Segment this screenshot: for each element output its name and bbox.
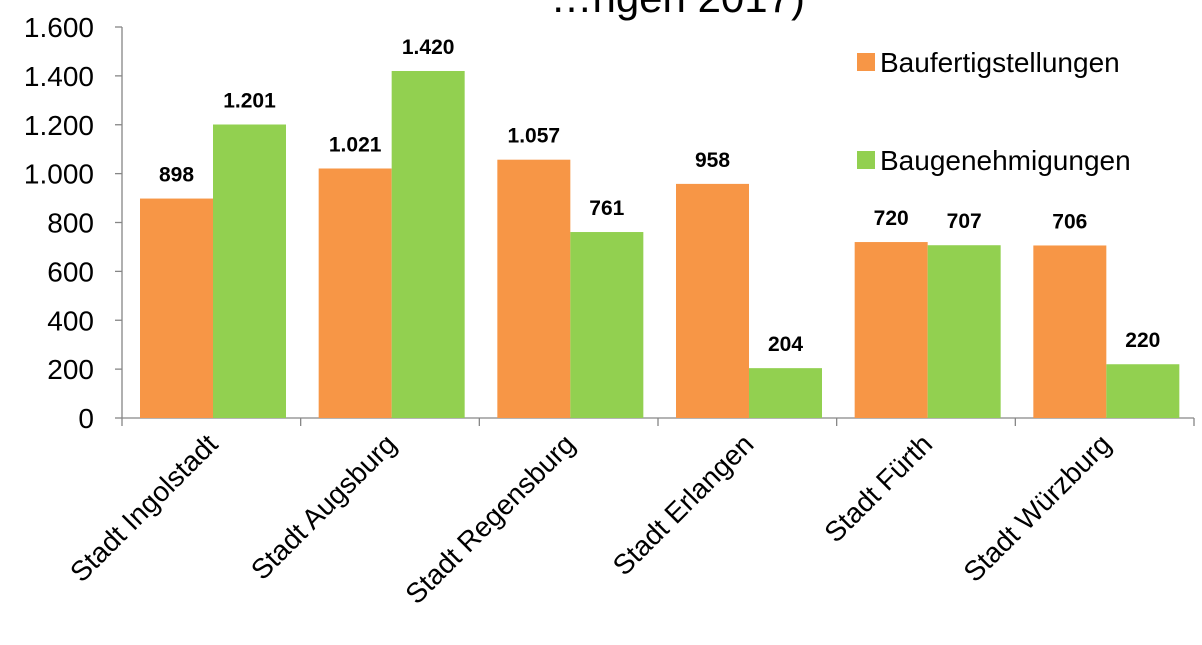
y-tick-label: 1.000: [24, 159, 94, 190]
y-tick-label: 600: [47, 256, 94, 287]
bar: [570, 232, 644, 418]
data-label: 898: [159, 164, 194, 187]
data-label: 958: [695, 149, 730, 172]
legend-label: Baufertigstellungen: [880, 47, 1120, 78]
y-tick-label: 800: [47, 208, 94, 239]
data-label: 1.201: [223, 90, 276, 113]
data-label: 707: [947, 210, 982, 233]
chart-title: …ngen 2017): [550, 0, 805, 21]
legend-layer: Baufertigstellungen Baugenehmigungen: [857, 47, 1131, 176]
x-tick-label: Stadt Ingolstadt: [64, 428, 224, 588]
data-label: 706: [1052, 210, 1087, 233]
bar: [1106, 364, 1180, 418]
bar: [497, 159, 571, 418]
x-tick-label: Stadt Regensburg: [399, 428, 581, 610]
x-tick-label: Stadt Erlangen: [607, 428, 760, 581]
bar: [140, 198, 213, 418]
bar: [1033, 245, 1107, 418]
y-tick-label: 0: [78, 403, 94, 434]
x-tick-label: Stadt Augsburg: [245, 428, 402, 585]
y-tick-label: 400: [47, 305, 94, 336]
y-tick-label: 1.400: [24, 61, 94, 92]
x-tick-label: Stadt Fürth: [818, 428, 938, 548]
legend-label: Baugenehmigungen: [880, 145, 1131, 176]
data-label: 1.057: [508, 125, 561, 148]
bar-layer: [140, 70, 1180, 419]
legend-swatch: [857, 151, 875, 169]
data-label: 1.021: [329, 133, 382, 156]
y-tick-label: 1.200: [24, 110, 94, 141]
y-tick-label: 200: [47, 354, 94, 385]
bar: [927, 245, 1001, 418]
title-layer: …ngen 2017): [550, 0, 805, 21]
data-label: 220: [1125, 329, 1160, 352]
data-label: 204: [768, 333, 803, 356]
data-label: 720: [874, 207, 909, 230]
bar: [213, 124, 286, 419]
y-tick-label: 1.600: [24, 12, 94, 43]
bar: [749, 368, 822, 418]
data-label: 761: [589, 197, 624, 220]
bar: [318, 168, 392, 418]
x-tick-label: Stadt Würzburg: [957, 428, 1116, 587]
bar: [854, 242, 928, 418]
legend-swatch: [857, 53, 875, 71]
data-label: 1.420: [402, 36, 455, 59]
bar: [391, 70, 465, 419]
label-layer: 898 1.021 1.057 958 720 706 1.201 1.420 761 204 70…: [159, 36, 1160, 356]
bar: [676, 183, 749, 418]
